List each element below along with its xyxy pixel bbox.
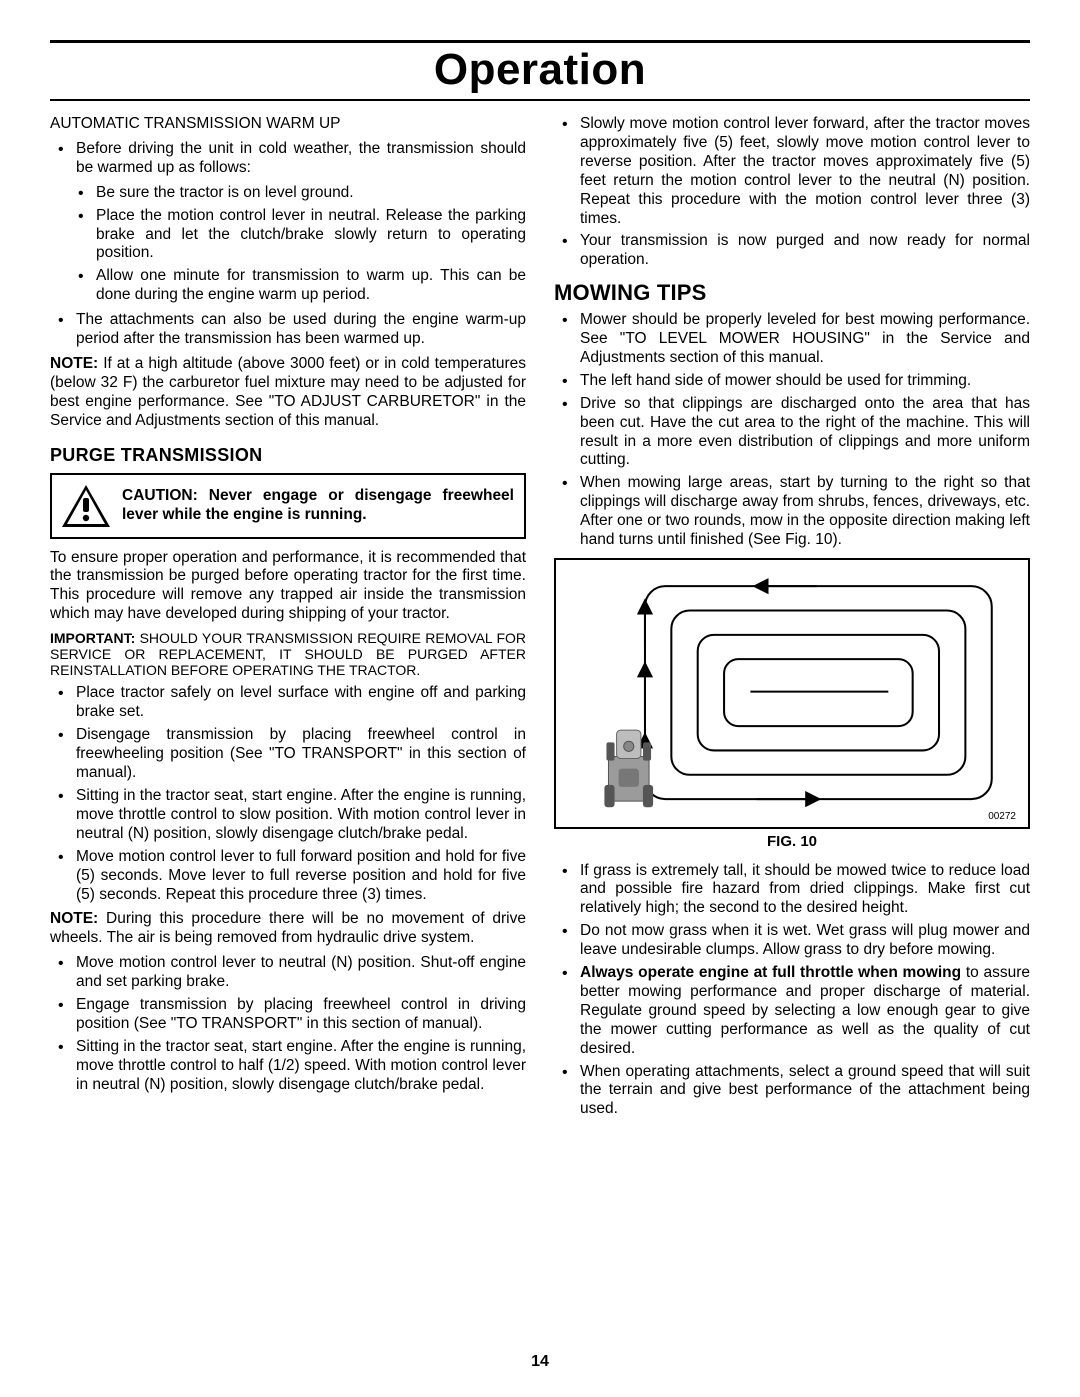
page-title: Operation [50, 45, 1030, 95]
caution-box: CAUTION: Never engage or disengage freew… [50, 473, 526, 539]
note-label: NOTE: [50, 910, 98, 927]
mowing-bullets-2: If grass is extremely tall, it should be… [554, 862, 1030, 1120]
right-bullets-1: Slowly move motion control lever forward… [554, 115, 1030, 270]
list-item: Always operate engine at full throttle w… [554, 964, 1030, 1059]
purge-paragraph: To ensure proper operation and performan… [50, 549, 526, 625]
figure-file-num: 00272 [988, 811, 1016, 823]
note-text: During this procedure there will be no m… [50, 910, 526, 946]
list-item: Before driving the unit in cold weather,… [50, 140, 526, 178]
intro-bullets-2: The attachments can also be used during … [50, 311, 526, 349]
top-rule [50, 40, 1030, 43]
list-item: Sitting in the tractor seat, start engin… [50, 1038, 526, 1095]
list-item: Place the motion control lever in neutra… [70, 207, 526, 264]
note-1: NOTE: If at a high altitude (above 3000 … [50, 355, 526, 431]
intro-bullets: Before driving the unit in cold weather,… [50, 140, 526, 178]
title-underline [50, 99, 1030, 101]
purge-steps-1: Place tractor safely on level surface wi… [50, 684, 526, 904]
figure-caption: FIG. 10 [554, 833, 1030, 851]
note-2: NOTE: During this procedure there will b… [50, 910, 526, 948]
list-item: Place tractor safely on level surface wi… [50, 684, 526, 722]
right-column: Slowly move motion control lever forward… [554, 115, 1030, 1125]
list-item: If grass is extremely tall, it should be… [554, 862, 1030, 919]
list-item: Disengage transmission by placing freewh… [50, 726, 526, 783]
two-column-layout: AUTOMATIC TRANSMISSION WARM UP Before dr… [50, 115, 1030, 1125]
page-number: 14 [0, 1353, 1080, 1371]
list-item: Be sure the tractor is on level ground. [70, 184, 526, 203]
list-item: When mowing large areas, start by turnin… [554, 474, 1030, 550]
list-item: Move motion control lever to neutral (N)… [50, 954, 526, 992]
list-item: Engage transmission by placing freewheel… [50, 996, 526, 1034]
figure-10-box: 00272 [554, 558, 1030, 829]
list-item: Move motion control lever to full forwar… [50, 848, 526, 905]
sub-bullets: Be sure the tractor is on level ground. … [50, 184, 526, 305]
section-mowing-tips: MOWING TIPS [554, 280, 1030, 307]
mowing-pattern-diagram [574, 574, 1010, 817]
warning-icon [60, 483, 112, 529]
list-item: Mower should be properly leveled for bes… [554, 311, 1030, 368]
mowing-bullets-1: Mower should be properly leveled for bes… [554, 311, 1030, 550]
list-item: Allow one minute for transmission to war… [70, 267, 526, 305]
note-label: NOTE: [50, 355, 98, 372]
list-item: The left hand side of mower should be us… [554, 372, 1030, 391]
purge-steps-2: Move motion control lever to neutral (N)… [50, 954, 526, 1094]
note-text: If at a high altitude (above 3000 feet) … [50, 355, 526, 429]
important-note: IMPORTANT: SHOULD YOUR TRANSMISSION REQU… [50, 630, 526, 678]
list-item: Slowly move motion control lever forward… [554, 115, 1030, 228]
list-item: Your transmission is now purged and now … [554, 232, 1030, 270]
list-item: Drive so that clippings are discharged o… [554, 395, 1030, 471]
list-item: When operating attachments, select a gro… [554, 1063, 1030, 1120]
subhead-auto-trans: AUTOMATIC TRANSMISSION WARM UP [50, 115, 526, 134]
section-purge-transmission: PURGE TRANSMISSION [50, 445, 526, 467]
caution-text: CAUTION: Never engage or disengage freew… [122, 487, 514, 524]
important-label: IMPORTANT: [50, 630, 135, 646]
bold-lead: Always operate engine at full throttle w… [580, 964, 961, 981]
left-column: AUTOMATIC TRANSMISSION WARM UP Before dr… [50, 115, 526, 1125]
list-item: The attachments can also be used during … [50, 311, 526, 349]
list-item: Do not mow grass when it is wet. Wet gra… [554, 922, 1030, 960]
list-item: Sitting in the tractor seat, start engin… [50, 787, 526, 844]
